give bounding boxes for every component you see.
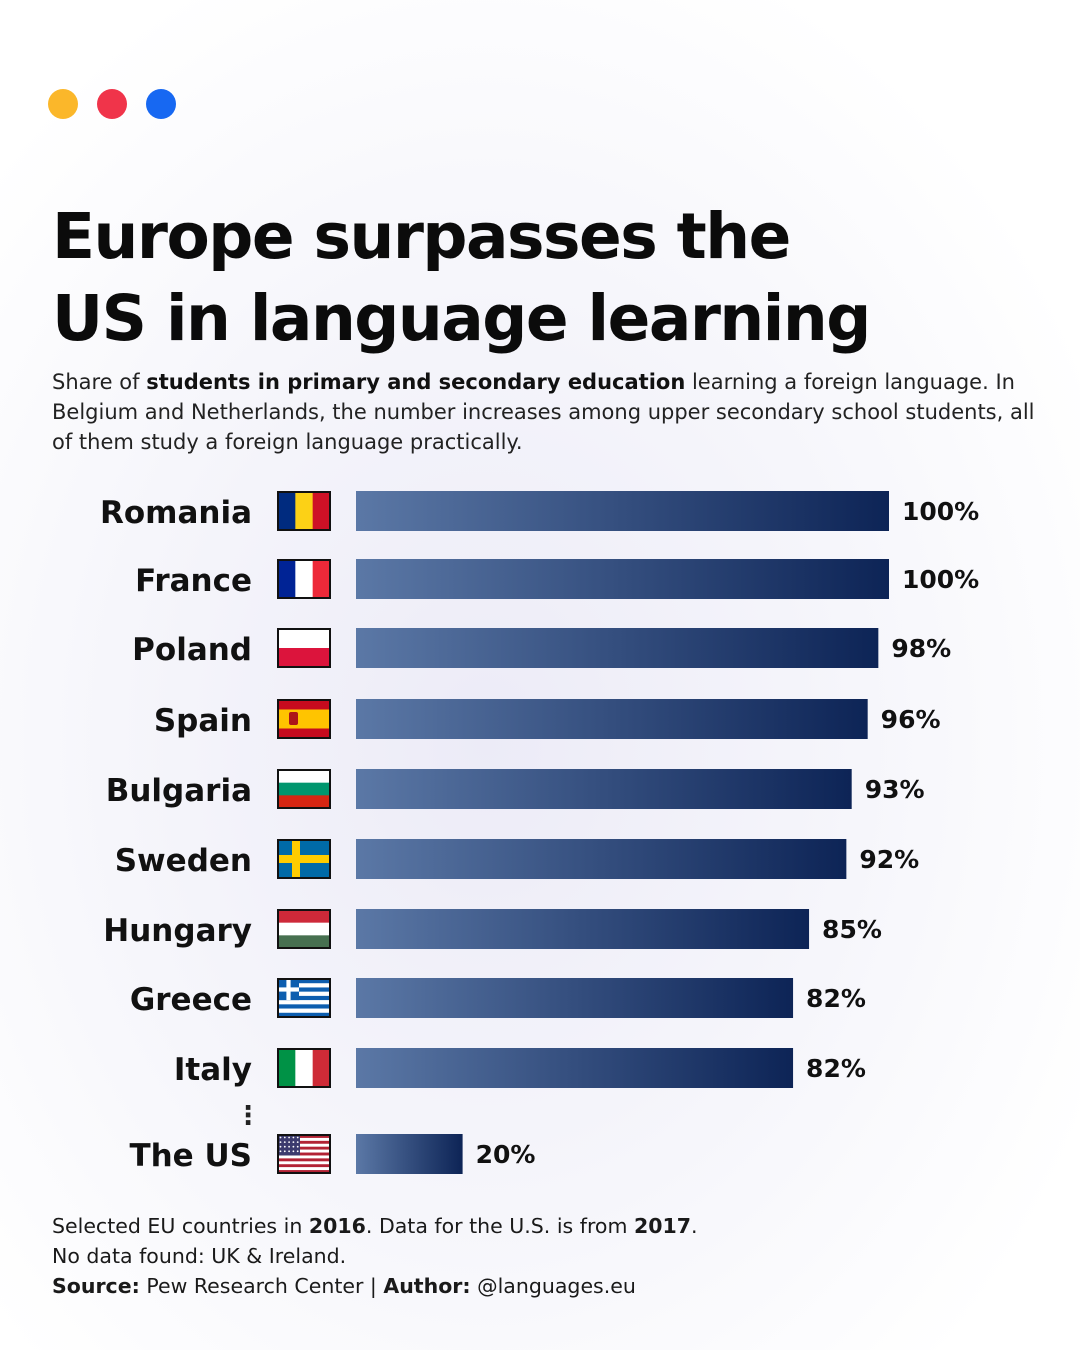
poland-flag-icon xyxy=(277,628,331,668)
italy-flag-icon xyxy=(277,1048,331,1088)
category-label: Italy xyxy=(174,1052,252,1088)
value-label: 100% xyxy=(902,497,979,526)
value-label: 20% xyxy=(476,1140,536,1169)
footer-text: . Data for the U.S. is from xyxy=(365,1214,634,1238)
value-label: 98% xyxy=(891,634,951,663)
footer-note-years: Selected EU countries in 2016. Data for … xyxy=(52,1211,1042,1241)
value-label: 96% xyxy=(881,705,941,734)
subtitle-post: learning a foreign language. In Belgium … xyxy=(52,370,1035,454)
footer-text: . xyxy=(691,1214,698,1238)
value-label: 85% xyxy=(822,915,882,944)
spain-flag-icon xyxy=(277,699,331,739)
bar xyxy=(356,491,889,531)
title-line-2: US in language learning xyxy=(52,282,871,355)
bar-row: Bulgaria 93% xyxy=(106,769,925,809)
bar-row: Greece 82% xyxy=(130,978,866,1018)
red-dot-icon xyxy=(97,89,127,119)
bulgaria-flag-icon xyxy=(277,769,331,809)
window-dots xyxy=(48,89,176,119)
footer-text: Selected EU countries in xyxy=(52,1214,309,1238)
source-label: Source: xyxy=(52,1274,140,1298)
author-label: Author: xyxy=(383,1274,471,1298)
category-label: The US xyxy=(129,1138,252,1174)
romania-flag-icon xyxy=(277,491,331,531)
subtitle-bold: students in primary and secondary educat… xyxy=(146,370,686,394)
category-label: Romania xyxy=(100,495,252,531)
value-label: 93% xyxy=(865,775,925,804)
sweden-flag-icon xyxy=(277,839,331,879)
bar xyxy=(356,1134,463,1174)
value-label: 82% xyxy=(806,1054,866,1083)
us-flag-icon xyxy=(277,1134,331,1174)
blue-dot-icon xyxy=(146,89,176,119)
bar-row: Spain 96% xyxy=(154,699,941,739)
value-label: 100% xyxy=(902,565,979,594)
category-label: France xyxy=(135,563,252,599)
category-label: Poland xyxy=(132,632,252,668)
bar xyxy=(356,1048,794,1088)
chart-footer: Selected EU countries in 2016. Data for … xyxy=(52,1211,1042,1301)
bar-row: Poland 98% xyxy=(132,628,951,668)
chart-title: Europe surpasses the US in language lear… xyxy=(52,196,1052,360)
bar xyxy=(356,978,794,1018)
bar-row: Hungary 85% xyxy=(103,909,882,949)
hungary-flag-icon xyxy=(277,909,331,949)
bar xyxy=(356,909,810,949)
footer-year-us: 2017 xyxy=(633,1214,692,1238)
bar xyxy=(356,839,847,879)
bar xyxy=(356,769,852,809)
source-value: Pew Research Center | xyxy=(139,1274,384,1298)
bar-row: Sweden 92% xyxy=(115,839,919,879)
footer-note-missing: No data found: UK & Ireland. xyxy=(52,1244,347,1268)
bar-row: Italy 82% xyxy=(174,1048,866,1088)
value-label: 82% xyxy=(806,984,866,1013)
value-label: 92% xyxy=(859,845,919,874)
category-label: Spain xyxy=(154,703,252,739)
france-flag-icon xyxy=(277,559,331,599)
category-label: Greece xyxy=(130,982,252,1018)
bar xyxy=(356,559,889,599)
chart-subtitle: Share of students in primary and seconda… xyxy=(52,367,1042,457)
author-value: @languages.eu xyxy=(470,1274,636,1298)
ellipsis-icon: ⋮ xyxy=(235,1101,261,1131)
category-label: Sweden xyxy=(115,843,252,879)
title-line-1: Europe surpasses the xyxy=(52,200,791,273)
footer-year-eu: 2016 xyxy=(308,1214,366,1238)
bar-row: The US 20% xyxy=(129,1134,535,1174)
bar xyxy=(356,699,868,739)
bar-row: France 100% xyxy=(135,559,979,599)
footer-source: Source: Pew Research Center | Author: @l… xyxy=(52,1271,1042,1301)
bar xyxy=(356,628,879,668)
greece-flag-icon xyxy=(277,978,331,1018)
category-label: Hungary xyxy=(103,913,252,949)
subtitle-pre: Share of xyxy=(52,370,147,394)
category-label: Bulgaria xyxy=(106,773,252,809)
bar-row: Romania 100% xyxy=(100,491,979,531)
yellow-dot-icon xyxy=(48,89,78,119)
